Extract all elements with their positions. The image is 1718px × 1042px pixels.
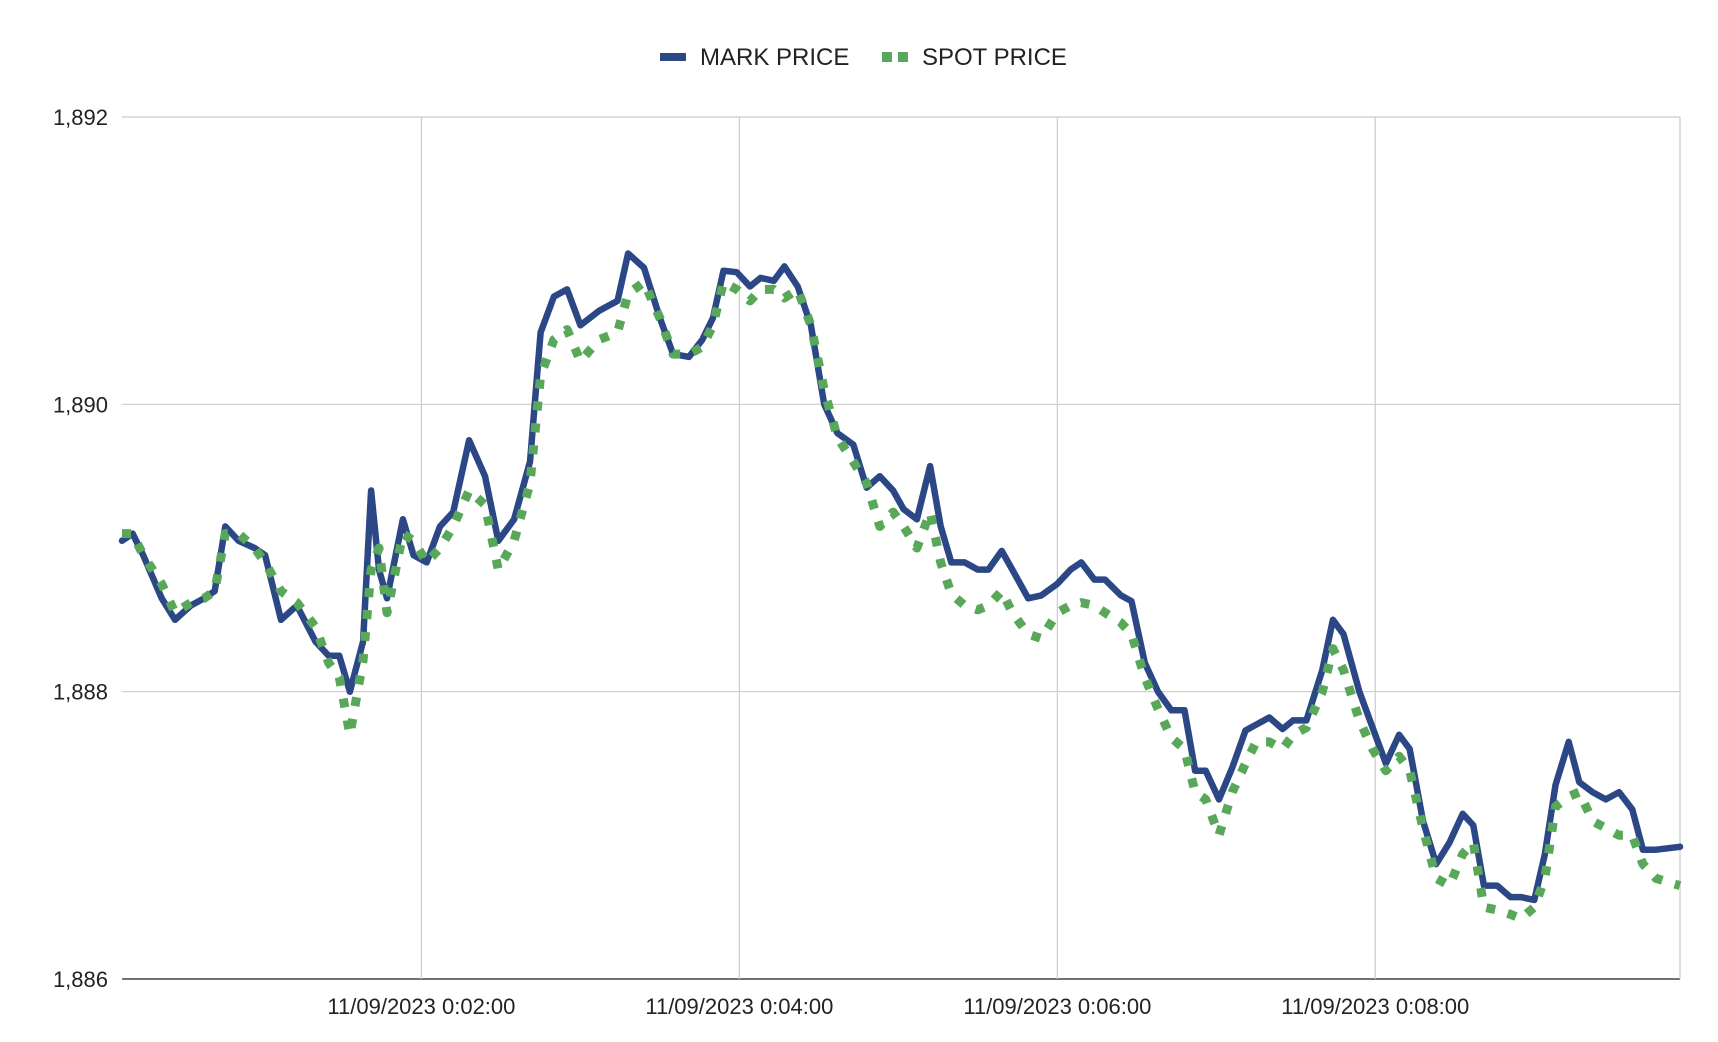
legend-swatch-mark-price [660,53,686,61]
y-tick-label: 1,886 [53,967,108,992]
y-tick-label: 1,892 [53,105,108,130]
series-line-spot-price [122,282,1680,919]
series-line-mark-price [122,254,1680,901]
legend-swatch-spot-price [898,52,908,62]
x-tick-label: 11/09/2023 0:08:00 [1281,994,1469,1019]
y-tick-label: 1,890 [53,392,108,417]
x-axis-ticks: 11/09/2023 0:02:00 11/09/2023 0:04:00 11/0… [327,994,1469,1019]
legend-swatch-spot-price [882,52,892,62]
series-lines [122,254,1680,919]
y-axis-ticks: 1,886 1,888 1,890 1,892 [53,105,108,992]
legend: MARK PRICE SPOT PRICE [660,44,1067,71]
legend-label: MARK PRICE [700,44,849,71]
legend-label: SPOT PRICE [922,44,1067,71]
x-tick-label: 11/09/2023 0:04:00 [645,994,833,1019]
y-tick-label: 1,888 [53,680,108,705]
x-tick-label: 11/09/2023 0:06:00 [963,994,1151,1019]
x-tick-label: 11/09/2023 0:02:00 [327,994,515,1019]
